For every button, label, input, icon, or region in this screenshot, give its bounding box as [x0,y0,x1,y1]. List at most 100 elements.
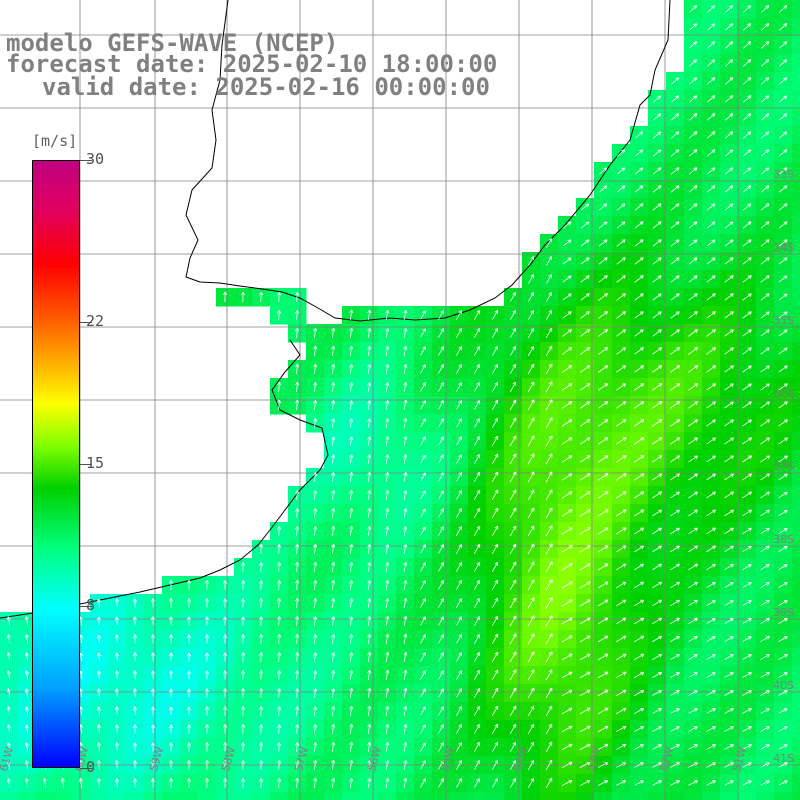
wind-arrow [223,670,228,680]
wind-cell [342,792,361,800]
wind-cell [486,792,505,800]
wind-arrow [724,491,735,499]
wind-arrow [438,328,444,338]
wind-arrow [634,708,645,714]
wind-arrow [670,654,680,660]
wind-arrow [597,437,609,445]
wind-arrow [545,525,553,537]
wind-arrow [616,311,626,319]
wind-arrow [670,635,680,642]
wind-arrow [706,185,716,193]
wind-arrow [168,706,173,716]
wind-arrow [545,363,553,375]
wind-arrow [561,761,573,769]
wind-arrow [617,149,626,157]
wind-arrow [706,131,716,139]
wind-arrow [651,401,663,409]
wind-arrow [562,239,572,247]
wind-arrow [670,149,680,157]
wind-cell [396,792,415,800]
wind-arrow [420,544,426,554]
wind-arrow [688,654,698,660]
wind-arrow [331,688,336,698]
wind-arrow [420,364,426,374]
wind-arrow [403,615,408,627]
wind-arrow [579,365,591,373]
wind-arrow [277,309,282,320]
wind-arrow [420,760,426,770]
wind-arrow [313,706,318,716]
wind-arrow [295,652,300,662]
wind-arrow [96,724,101,734]
wind-arrow [474,364,481,374]
wind-arrow [491,561,499,572]
wind-arrow [561,383,573,391]
wind-arrow [132,706,137,716]
wind-arrow [724,95,734,103]
wind-arrow [545,579,553,591]
wind-arrow [671,95,680,103]
wind-arrow [670,347,681,355]
wind-cell [684,792,703,800]
wind-arrow [491,669,499,681]
wind-arrow [132,616,137,626]
wind-arrow [24,706,29,716]
wind-arrow [706,527,716,535]
wind-arrow [420,562,426,572]
wind-arrow [561,653,573,661]
wind-arrow [186,706,192,716]
wind-arrow [706,581,716,589]
wind-cell [792,180,800,199]
wind-arrow [615,527,627,535]
wind-arrow [545,741,553,753]
wind-cell [792,360,800,379]
wind-arrow [150,616,155,626]
wind-arrow [743,149,752,157]
wind-arrow [527,759,535,770]
wind-arrow [295,327,300,338]
wind-arrow [760,690,770,696]
wind-arrow [313,508,318,518]
wind-arrow [615,509,627,517]
wind-arrow [6,652,11,662]
wind-arrow [259,291,264,302]
wind-cell [54,792,73,800]
wind-arrow [760,744,770,750]
wind-arrow [670,617,680,625]
wind-arrow [349,345,354,356]
wind-arrow [385,490,390,500]
wind-arrow [349,454,354,464]
colorbar-unit: [m/s] [32,132,78,150]
wind-cell [792,90,800,109]
wind-arrow [634,563,644,571]
wind-arrow [331,454,336,464]
wind-arrow [579,689,591,697]
wind-arrow [688,545,698,553]
wind-cell [792,18,800,37]
wind-arrow [597,725,609,733]
wind-arrow [510,310,517,320]
wind-arrow [509,363,517,374]
wind-cell [720,792,739,800]
wind-arrow [491,489,499,501]
wind-arrow [546,292,553,302]
wind-arrow [742,600,752,606]
wind-cell [450,792,469,800]
wind-arrow [760,437,770,445]
colorbar-tick-label: 8 [86,595,96,614]
wind-arrow [331,670,336,680]
wind-arrow [652,671,662,678]
wind-arrow [509,579,517,591]
wind-arrow [438,418,444,428]
wind-arrow [331,759,336,771]
wind-arrow [688,203,698,211]
wind-arrow [652,185,662,193]
wind-arrow [492,364,499,374]
wind-arrow [491,633,499,645]
wind-arrow [778,708,788,714]
wind-arrow [706,365,717,373]
wind-cell [180,792,199,800]
wind-arrow [509,687,517,699]
wind-arrow [168,724,173,734]
wind-arrow [277,526,282,536]
